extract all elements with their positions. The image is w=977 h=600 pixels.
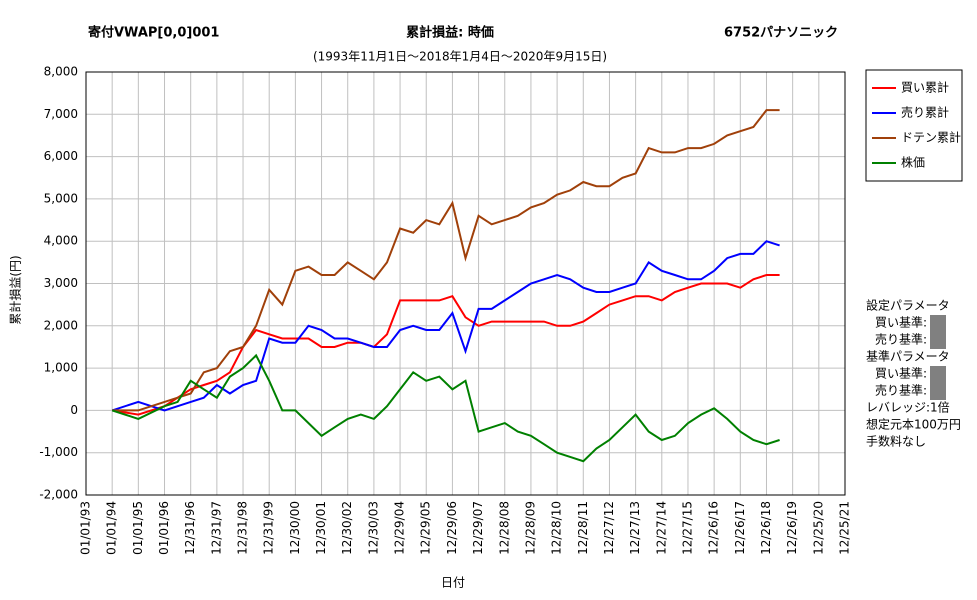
x-tick-label: 12/26/18 <box>759 501 773 555</box>
masked-value <box>930 366 946 383</box>
legend-label: 買い累計 <box>901 80 949 95</box>
y-tick-label: 6,000 <box>44 149 78 163</box>
y-tick-label: 3,000 <box>44 276 78 290</box>
x-tick-label: 12/28/08 <box>497 501 511 555</box>
x-tick-label: 01/01/96 <box>157 501 171 555</box>
legend-label: 株価 <box>901 155 925 170</box>
x-tick-label: 12/28/09 <box>523 501 537 555</box>
legend-label: 売り累計 <box>901 105 949 120</box>
strategy-name: 寄付VWAP[0,0]001 <box>88 25 219 41</box>
masked-value <box>930 383 946 400</box>
series-line <box>111 240 780 412</box>
x-tick-label: 12/30/03 <box>366 501 380 555</box>
x-tick-label: 12/27/12 <box>602 501 616 555</box>
x-tick-label: 12/29/07 <box>471 501 485 555</box>
symbol: 6752パナソニック <box>724 26 838 41</box>
x-tick-label: 12/31/96 <box>183 501 197 555</box>
series-line <box>112 109 780 412</box>
x-tick-label: 12/26/19 <box>785 501 799 555</box>
x-tick-label: 12/26/17 <box>733 501 747 555</box>
x-tick-label: 12/31/99 <box>262 501 276 555</box>
x-tick-label: 12/28/10 <box>550 501 564 555</box>
x-tick-label: 12/25/20 <box>811 501 825 555</box>
x-tick-label: 12/30/02 <box>340 501 354 555</box>
y-tick-label: -2,000 <box>39 488 78 502</box>
panel-text: レバレッジ:1倍 <box>866 400 950 415</box>
masked-value <box>930 315 946 332</box>
panel-text: 想定元本100万円 <box>866 417 961 432</box>
panel-text: 売り基準: <box>875 332 927 347</box>
x-tick-label: 01/01/94 <box>105 501 119 555</box>
x-tick-label: 12/29/04 <box>393 501 407 555</box>
legend-label: ドテン累計 <box>901 130 961 145</box>
y-tick-label: 8,000 <box>44 65 78 79</box>
x-tick-label: 12/30/00 <box>288 501 302 555</box>
y-tick-label: 5,000 <box>44 191 78 205</box>
x-tick-label: 01/01/93 <box>79 501 93 555</box>
y-tick-label: 0 <box>70 403 78 417</box>
x-tick-label: 12/27/14 <box>654 501 668 555</box>
x-tick-label: 12/27/13 <box>628 501 642 555</box>
series-line <box>111 353 780 463</box>
masked-value <box>930 332 946 349</box>
x-tick-label: 12/26/16 <box>707 501 721 555</box>
panel-text: 設定パラメータ <box>866 298 950 313</box>
y-tick-label: 7,000 <box>44 107 78 121</box>
x-tick-label: 12/28/11 <box>576 501 590 555</box>
y-tick-label: 2,000 <box>44 318 78 332</box>
x-tick-label: 12/25/21 <box>838 501 852 555</box>
panel-text: 売り基準: <box>875 383 927 398</box>
y-tick-label: 1,000 <box>44 361 78 375</box>
chart-title: 累計損益: 時価 <box>406 25 494 41</box>
x-axis-label: 日付 <box>441 576 465 590</box>
x-tick-label: 12/30/01 <box>314 501 328 555</box>
x-tick-label: 12/27/15 <box>680 501 694 555</box>
x-tick-label: 12/29/06 <box>445 501 459 555</box>
panel-text: 買い基準: <box>875 366 927 381</box>
x-tick-label: 01/01/95 <box>131 501 145 555</box>
x-tick-label: 12/29/05 <box>419 501 433 555</box>
x-tick-label: 12/31/97 <box>209 501 223 555</box>
panel-text: 買い基準: <box>875 315 927 330</box>
y-axis-label: 累計損益(円) <box>8 255 23 324</box>
panel-text: 手数料なし <box>866 434 926 449</box>
y-tick-label: -1,000 <box>39 445 78 459</box>
chart-subtitle: (1993年11月1日～2018年1月4日～2020年9月15日) <box>313 50 607 64</box>
x-tick-label: 12/31/98 <box>236 501 250 555</box>
panel-text: 基準パラメータ <box>866 349 950 364</box>
y-tick-label: 4,000 <box>44 234 78 248</box>
plot-frame <box>85 71 846 496</box>
